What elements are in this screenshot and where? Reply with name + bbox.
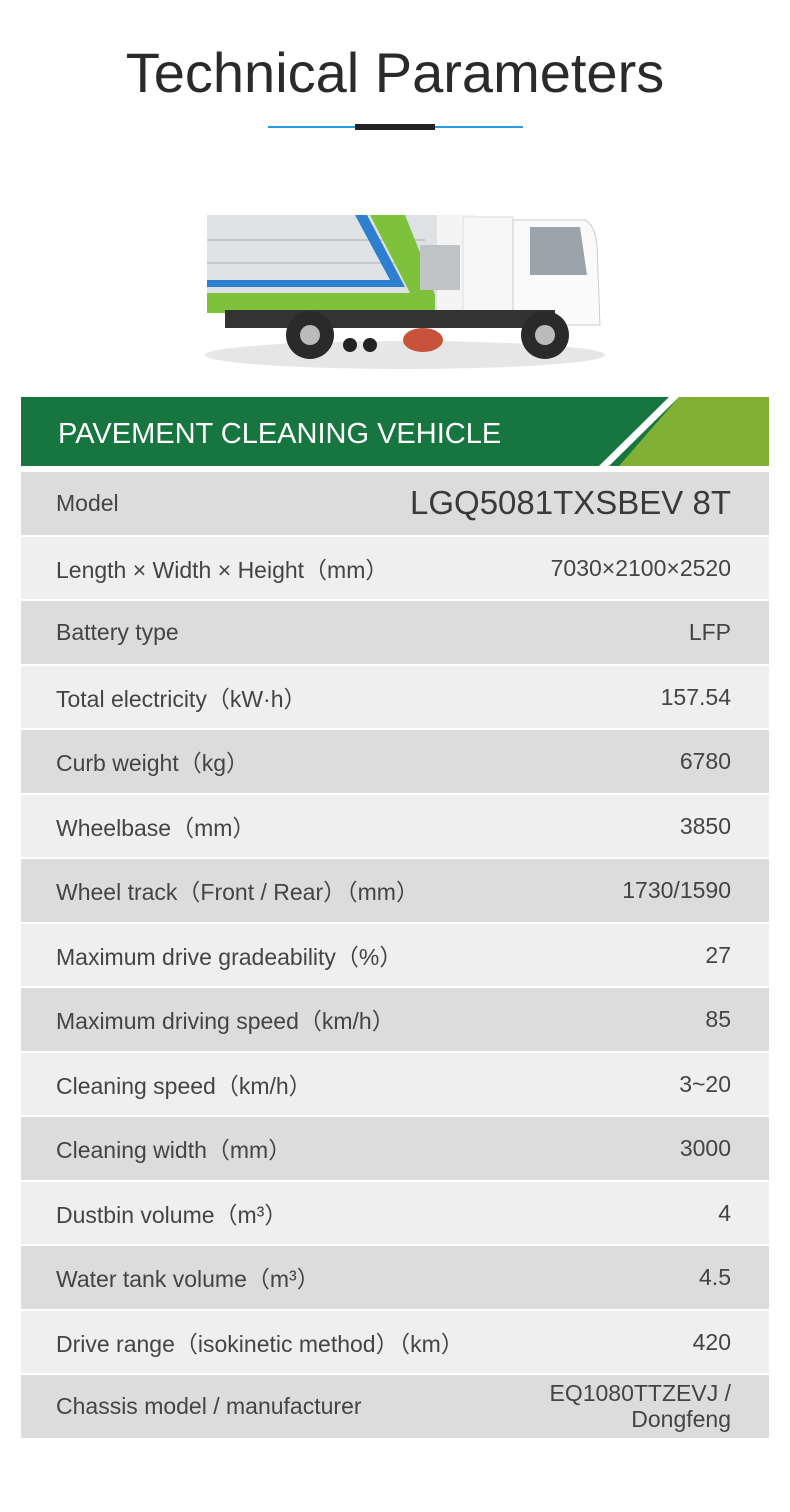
spec-value: 3000 — [679, 1135, 731, 1162]
spec-label: Curb weight（kg） — [56, 750, 250, 777]
spec-value: 85 — [705, 1006, 731, 1033]
spec-label: Maximum drive gradeability（%） — [56, 943, 403, 970]
spec-row: Length × Width × Height（mm） 7030×2100×252… — [21, 536, 769, 599]
spec-value: 6780 — [679, 748, 731, 775]
spec-row: Water tank volume（m³） 4.5 — [21, 1246, 769, 1309]
spec-row: Wheel track（Front / Rear）（mm） 1730/1590 — [21, 859, 769, 922]
title-underline-accent — [355, 124, 435, 130]
spec-label: Length × Width × Height（mm） — [56, 556, 389, 583]
spec-row: Cleaning speed（km/h） 3~20 — [21, 1052, 769, 1115]
spec-row: Cleaning width（mm） 3000 — [21, 1117, 769, 1180]
spec-value: 157.54 — [660, 683, 731, 710]
spec-row: Chassis model / manufacturer EQ1080TTZEVJ… — [21, 1375, 769, 1438]
spec-value: 3850 — [679, 812, 731, 839]
spec-value: 420 — [692, 1328, 731, 1355]
spec-row: Curb weight（kg） 6780 — [21, 730, 769, 793]
spec-table: Model LGQ5081TXSBEV 8T Length × Width × He… — [21, 472, 769, 1440]
spec-label: Model — [56, 489, 119, 516]
spec-row: Model LGQ5081TXSBEV 8T — [21, 472, 769, 535]
spec-label: Drive range（isokinetic method）（km） — [56, 1330, 464, 1357]
section-banner: PAVEMENT CLEANING VEHICLE — [21, 397, 769, 466]
spec-label: Dustbin volume（m³） — [56, 1201, 288, 1228]
spec-value: 1730/1590 — [622, 877, 731, 904]
banner-title: PAVEMENT CLEANING VEHICLE — [58, 418, 502, 450]
spec-value: 3~20 — [679, 1070, 731, 1097]
spec-label: Wheelbase（mm） — [56, 814, 256, 841]
spec-row: Wheelbase（mm） 3850 — [21, 794, 769, 857]
spec-label: Cleaning width（mm） — [56, 1137, 292, 1164]
spec-value: 4.5 — [699, 1264, 731, 1291]
spec-label: Wheel track（Front / Rear）（mm） — [56, 879, 419, 906]
spec-value: 7030×2100×2520 — [550, 554, 731, 581]
spec-label: Maximum driving speed（km/h） — [56, 1008, 395, 1035]
spec-row: Drive range（isokinetic method）（km） 420 — [21, 1310, 769, 1373]
spec-value: EQ1080TTZEVJ / Dongfeng — [549, 1380, 731, 1433]
spec-row: Maximum drive gradeability（%） 27 — [21, 923, 769, 986]
spec-value: LFP — [688, 619, 731, 646]
spec-value: 27 — [705, 941, 731, 968]
spec-row: Total electricity（kW·h） 157.54 — [21, 665, 769, 728]
page-title: Technical Parameters — [125, 41, 665, 104]
spec-value: LGQ5081TXSBEV 8T — [410, 484, 731, 522]
sweeper-truck-image — [205, 215, 605, 369]
spec-row: Maximum driving speed（km/h） 85 — [21, 988, 769, 1051]
spec-label: Chassis model / manufacturer — [56, 1392, 362, 1419]
spec-row: Dustbin volume（m³） 4 — [21, 1181, 769, 1244]
spec-value: 4 — [718, 1199, 731, 1226]
spec-label: Total electricity（kW·h） — [56, 685, 307, 712]
spec-label: Battery type — [56, 618, 179, 645]
spec-label: Cleaning speed（km/h） — [56, 1072, 312, 1099]
spec-row: Battery type LFP — [21, 601, 769, 664]
spec-label: Water tank volume（m³） — [56, 1266, 320, 1293]
